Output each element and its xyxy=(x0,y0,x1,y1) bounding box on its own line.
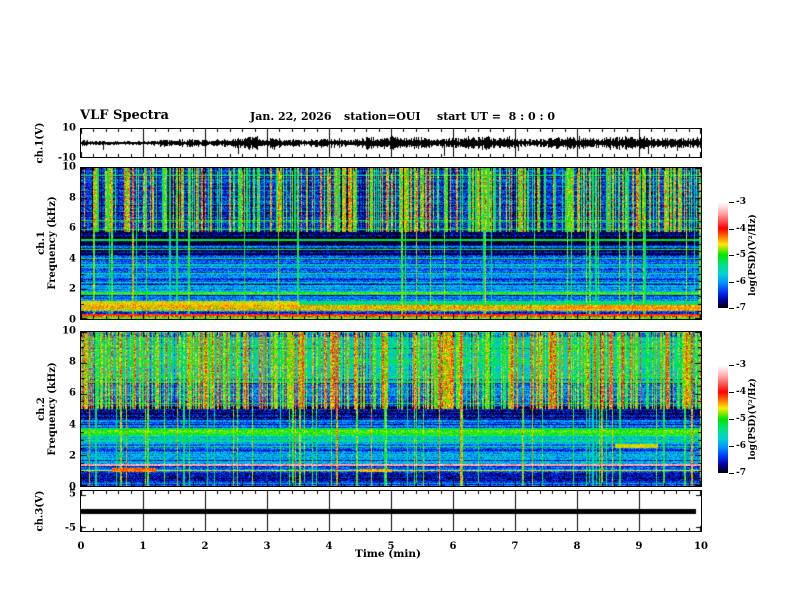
colorbar-tick-label: -4 xyxy=(736,224,746,234)
colorbar-tick-mark xyxy=(729,255,734,256)
tick-label: 3 xyxy=(263,541,271,552)
ch1-colorbar-label: log(PSD)(V²/Hz) xyxy=(748,214,758,296)
colorbar-tick-mark xyxy=(729,202,734,203)
ch1-colorbar xyxy=(718,202,728,308)
ch1-voltage-canvas xyxy=(81,129,701,157)
tick-label: 4 xyxy=(69,419,76,431)
ch1-axis-label-channel: ch.1 xyxy=(36,231,47,255)
ch2-colorbar xyxy=(718,365,728,473)
tick-label: 10 xyxy=(62,161,76,173)
tick-label: 9 xyxy=(635,541,643,552)
tick-label: 4 xyxy=(69,253,76,265)
tick-label: 8 xyxy=(69,192,76,204)
ch2-spectrogram-panel xyxy=(80,331,702,487)
colorbar-tick-mark xyxy=(729,446,734,447)
colorbar-tick-mark xyxy=(729,229,734,230)
ch1-frequency-axis-label: ch.1 Frequency (kHz) xyxy=(36,196,58,289)
ch1v-tick-bottom: -10 xyxy=(57,152,76,164)
tick-label: 6 xyxy=(449,541,457,552)
ch1-axis-label-frequency: Frequency (kHz) xyxy=(47,196,58,290)
colorbar-tick-mark xyxy=(729,473,734,474)
colorbar-tick-label: -6 xyxy=(736,277,746,287)
tick-label: 2 xyxy=(201,541,209,552)
tick-label: 6 xyxy=(69,387,76,399)
tick-label: 2 xyxy=(69,450,76,462)
tick-label: 8 xyxy=(69,356,76,368)
ch1-voltage-panel xyxy=(80,128,702,158)
colorbar-tick-label: -6 xyxy=(736,441,746,451)
time-axis-label: Time (min) xyxy=(355,548,421,560)
colorbar-tick-mark xyxy=(729,308,734,309)
colorbar-tick-label: -5 xyxy=(736,250,746,260)
ch1-voltage-axis-label: ch.1(V) xyxy=(34,122,46,164)
colorbar-tick-mark xyxy=(729,282,734,283)
colorbar-tick-mark xyxy=(729,392,734,393)
tick-label: 0 xyxy=(69,481,76,493)
colorbar-tick-label: -3 xyxy=(736,360,746,370)
colorbar-tick-mark xyxy=(729,419,734,420)
ch2-axis-label-frequency: Frequency (kHz) xyxy=(47,362,58,456)
colorbar-tick-label: -7 xyxy=(736,468,746,478)
tick-label: 8 xyxy=(573,541,581,552)
title-date: Jan. 22, 2026 xyxy=(250,110,332,123)
ch3-voltage-axis-label: ch.3(V) xyxy=(34,490,46,532)
colorbar-tick-label: -3 xyxy=(736,197,746,207)
tick-label: 5 xyxy=(387,541,395,552)
tick-label: 10 xyxy=(694,541,708,552)
tick-label: 10 xyxy=(62,325,76,337)
page-title: VLF Spectra xyxy=(80,108,169,123)
ch1v-tick-top: 10 xyxy=(62,122,76,134)
tick-label: 0 xyxy=(69,314,76,326)
title-start-ut: start UT = 8 : 0 : 0 xyxy=(437,110,555,123)
colorbar-tick-mark xyxy=(729,365,734,366)
colorbar-tick-label: -4 xyxy=(736,387,746,397)
colorbar-tick-label: -7 xyxy=(736,303,746,313)
ch2-axis-label-channel: ch.2 xyxy=(36,397,47,421)
ch2-frequency-axis-label: ch.2 Frequency (kHz) xyxy=(36,362,58,455)
tick-label: 0 xyxy=(77,541,85,552)
colorbar-tick-label: -5 xyxy=(736,414,746,424)
tick-label: 6 xyxy=(69,222,76,234)
ch1-spectrogram-panel xyxy=(80,167,702,320)
tick-label: 2 xyxy=(69,283,76,295)
ch2-spectrogram-canvas xyxy=(81,332,701,486)
tick-label: 4 xyxy=(325,541,333,552)
tick-label: 7 xyxy=(511,541,519,552)
ch3-voltage-canvas xyxy=(81,491,701,531)
ch1-spectrogram-canvas xyxy=(81,168,701,319)
ch2-colorbar-label: log(PSD)(V²/Hz) xyxy=(748,378,758,460)
ch3-voltage-panel xyxy=(80,490,702,532)
ch3v-tick-bottom: -5 xyxy=(64,522,76,534)
tick-label: 1 xyxy=(139,541,147,552)
ch3v-tick-top: 5 xyxy=(69,488,76,500)
title-station: station=OUI xyxy=(344,110,421,123)
